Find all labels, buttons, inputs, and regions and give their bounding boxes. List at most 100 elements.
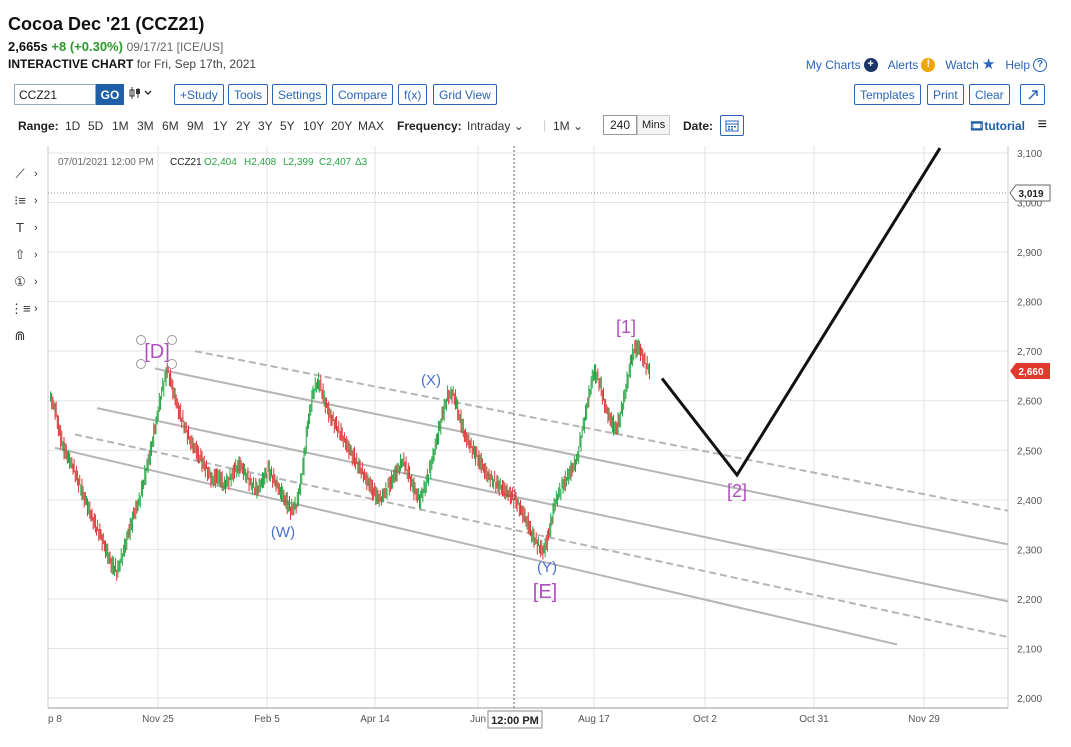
range-1d[interactable]: 1D (65, 119, 81, 133)
frequency-select[interactable]: Intraday ⌄ (467, 119, 524, 133)
wave-label-tool[interactable]: ① › (10, 268, 46, 295)
x-tick-label: Oct 2 (693, 714, 717, 725)
selection-handle (136, 335, 146, 345)
wave-label: (Y) (537, 559, 557, 576)
info-open: O2,404 (204, 157, 237, 168)
mins-input[interactable]: 240 (603, 115, 637, 135)
chevron-right-icon: › (34, 248, 38, 261)
calendar-icon[interactable] (720, 115, 744, 136)
trend-channels (54, 350, 1009, 646)
settings-button[interactable]: Settings (272, 84, 328, 105)
menu-icon[interactable]: ≡ (1037, 116, 1047, 133)
range-5d[interactable]: 5D (88, 119, 104, 133)
drawing-tools: ⟋ › ⁝≡ › T › ⇧ › ① › ⋮≡ › ⋒ (10, 160, 46, 349)
frequency-label: Frequency: (397, 119, 462, 133)
page-title: Cocoa Dec '21 (CCZ21) (8, 14, 205, 34)
range-6m[interactable]: 6M (162, 119, 179, 133)
quote-date-exchange: 09/17/21 [ICE/US] (126, 40, 224, 54)
last-price: 2,665s (8, 39, 48, 54)
last-price-badge: 2,660 (1018, 367, 1043, 378)
chevron-down-icon: ⌄ (513, 119, 524, 133)
compare-button[interactable]: Compare (332, 84, 394, 105)
x-axis: p 8 Nov 25 Feb 5 Apr 14 Jun Aug 17 Oct 2 Oct 31… (48, 707, 1008, 725)
star-icon: ★ (981, 56, 996, 73)
alerts-label: Alerts (887, 57, 919, 72)
crosshair-price-label: 3,019 (1018, 189, 1043, 200)
info-delta: Δ3 (355, 157, 368, 168)
chevron-down-icon: ⌄ (573, 119, 584, 133)
chevron-right-icon: › (34, 221, 38, 234)
y-tick-label: 2,300 (1017, 545, 1042, 556)
channel-line (154, 367, 1009, 546)
study-button[interactable]: +Study (174, 84, 224, 105)
crosshair-time-label: 12:00 PM (491, 715, 539, 727)
watch-link[interactable]: Watch ★ (945, 57, 995, 72)
go-button[interactable]: GO (96, 84, 124, 105)
range-label: Range: (18, 119, 59, 133)
range-1y[interactable]: 1Y (213, 119, 228, 133)
trendline-icon: ⟋ (15, 165, 25, 181)
x-tick-label: Aug 17 (578, 714, 610, 725)
range-20y[interactable]: 20Y (331, 119, 353, 133)
text-tool[interactable]: T › (10, 214, 46, 241)
quote-line: 2,665s +8 (+0.30%) 09/17/21 [ICE/US] (8, 39, 223, 54)
plus-icon: + (863, 57, 878, 72)
period-select[interactable]: 1M ⌄ (553, 119, 583, 133)
y-tick-label: 2,100 (1017, 644, 1042, 655)
chevron-right-icon: › (34, 194, 38, 207)
x-tick-label: Nov 25 (142, 714, 174, 725)
mins-label: Mins (637, 115, 671, 135)
x-tick-label: Apr 14 (360, 714, 390, 725)
price-chart[interactable]: [D] (W) (X) (Y) [E] [1] [2] 3,100 3,000 2,900 2,8… (0, 140, 1071, 747)
candlestick-icon[interactable] (129, 86, 155, 103)
symbol-input[interactable] (14, 84, 96, 105)
my-charts-link[interactable]: My Charts + (806, 57, 878, 72)
price-change: +8 (+0.30%) (51, 39, 123, 54)
range-max[interactable]: MAX (358, 119, 385, 133)
channel-line (54, 446, 898, 646)
wave-label: (W) (271, 524, 295, 541)
crosshair-time-box (487, 710, 543, 729)
tools-button[interactable]: Tools (228, 84, 269, 105)
wave-labels: [D] (W) (X) (Y) [E] [1] [2] (136, 317, 747, 603)
range-2y[interactable]: 2Y (236, 119, 251, 133)
range-10y[interactable]: 10Y (303, 119, 325, 133)
range-9m[interactable]: 9M (187, 119, 204, 133)
last-price-badge-box (1010, 363, 1050, 379)
magnet-tool[interactable]: ⋒ (10, 322, 46, 349)
wave-label: (X) (421, 372, 441, 389)
range-1m[interactable]: 1M (112, 119, 129, 133)
frequency-value: Intraday (467, 119, 511, 133)
info-symbol: CCZ21 (170, 157, 202, 168)
info-low: L2,399 (283, 157, 314, 168)
fx-button[interactable]: f(x) (398, 84, 428, 105)
arrow-tool[interactable]: ⇧ › (10, 241, 46, 268)
templates-button[interactable]: Templates (854, 84, 921, 105)
selection-handle (167, 359, 177, 369)
price-bars (50, 338, 650, 581)
fib-tool[interactable]: ⁝≡ › (10, 187, 46, 214)
pattern-tool[interactable]: ⋮≡ › (10, 295, 46, 322)
help-label: Help (1005, 57, 1030, 72)
pattern-icon: ⋮≡ (10, 300, 31, 316)
grid-view-button[interactable]: Grid View (433, 84, 497, 105)
print-button[interactable]: Print (927, 84, 964, 105)
range-3m[interactable]: 3M (137, 119, 154, 133)
range-3y[interactable]: 3Y (258, 119, 273, 133)
subtitle-bold: INTERACTIVE CHART (8, 57, 134, 71)
crosshair-price-box (1009, 184, 1051, 202)
circled-one-icon: ① (14, 273, 26, 289)
range-5y[interactable]: 5Y (280, 119, 295, 133)
film-icon: 🎞 (969, 119, 985, 133)
info-high: H2,408 (244, 157, 277, 168)
clear-button[interactable]: Clear (969, 84, 1010, 105)
y-tick-label: 2,200 (1017, 595, 1042, 606)
line-tool[interactable]: ⟋ › (10, 160, 46, 187)
help-link[interactable]: Help ? (1005, 57, 1047, 72)
expand-icon[interactable] (1020, 84, 1045, 105)
alerts-link[interactable]: Alerts ! (887, 57, 936, 72)
arrow-up-icon: ⇧ (14, 246, 26, 262)
magnet-icon: ⋒ (14, 327, 26, 343)
tutorial-link[interactable]: 🎞tutorial (969, 119, 1025, 133)
channel-line (74, 433, 1009, 639)
